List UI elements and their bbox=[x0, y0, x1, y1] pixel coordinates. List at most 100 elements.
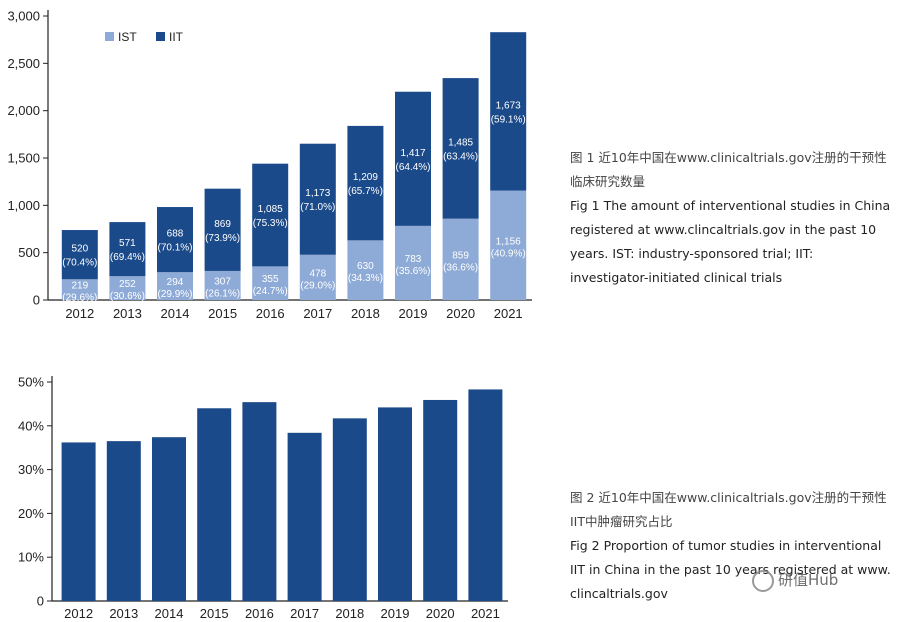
chart1-bar-ist bbox=[299, 254, 336, 300]
chart2-y-tick-label: 30% bbox=[18, 462, 44, 477]
chart1-y-tick-label: 2,000 bbox=[7, 103, 40, 118]
chart1-ist-percent-label: (29.9%) bbox=[157, 289, 192, 300]
chart1-ist-value-label: 630 bbox=[357, 261, 374, 272]
chart2-x-tick-label: 2015 bbox=[200, 606, 229, 621]
chart1-y-tick-label: 2,500 bbox=[7, 56, 40, 71]
chart2-x-tick-label: 2020 bbox=[426, 606, 455, 621]
chart2-bar bbox=[61, 442, 96, 601]
chart1-iit-percent-label: (75.3%) bbox=[253, 218, 288, 229]
chart1-bar-ist bbox=[109, 276, 146, 300]
chart1-ist-value-label: 1,156 bbox=[496, 236, 521, 247]
chart1-ist-percent-label: (35.6%) bbox=[395, 266, 430, 277]
chart1-x-tick-label: 2013 bbox=[113, 306, 142, 321]
chart1-iit-percent-label: (59.1%) bbox=[491, 114, 526, 125]
chart1-bar-iit bbox=[157, 207, 193, 273]
chart2-bar bbox=[378, 407, 412, 601]
chart1-bar-ist bbox=[252, 266, 289, 300]
chart2-bar bbox=[287, 432, 322, 601]
chart1-iit-percent-label: (70.1%) bbox=[157, 243, 192, 254]
chart1-x-tick-label: 2021 bbox=[494, 306, 523, 321]
chart1-ist-percent-label: (26.1%) bbox=[205, 288, 240, 299]
chart1-iit-percent-label: (65.7%) bbox=[348, 186, 383, 197]
chart1-ist-value-label: 859 bbox=[452, 250, 469, 261]
chart1-bar-iit bbox=[347, 125, 384, 241]
chart2-bar bbox=[152, 437, 186, 601]
chart1-bar-iit bbox=[490, 32, 527, 191]
chart2-bar bbox=[468, 389, 503, 601]
chart1-bar-iit bbox=[204, 188, 241, 271]
chart1-iit-value-label: 1,085 bbox=[258, 204, 283, 215]
chart1-legend-label-ist: IST bbox=[118, 30, 137, 44]
chart2-x-tick-label: 2012 bbox=[64, 606, 93, 621]
chart2-y-tick-label: 50% bbox=[18, 375, 44, 390]
chart1-bar-iit bbox=[61, 230, 98, 280]
chart1-iit-value-label: 1,417 bbox=[400, 148, 425, 159]
chart2-bar bbox=[332, 418, 367, 601]
chart1-iit-percent-label: (63.4%) bbox=[443, 151, 478, 162]
chart1-x-tick-label: 2016 bbox=[256, 306, 285, 321]
chart1-x-tick-label: 2017 bbox=[303, 306, 332, 321]
chart2-bar bbox=[242, 402, 277, 601]
chart1-iit-value-label: 688 bbox=[167, 229, 184, 240]
chart1-iit-percent-label: (71.0%) bbox=[300, 202, 335, 213]
chart2-y-tick-label: 20% bbox=[18, 506, 44, 521]
chart1-ist-percent-label: (29.0%) bbox=[300, 280, 335, 291]
chart1-ist-percent-label: (30.6%) bbox=[110, 291, 145, 302]
chart1-bar-ist bbox=[61, 279, 98, 300]
chart1-ist-value-label: 294 bbox=[167, 277, 184, 288]
chart1-bar-ist bbox=[157, 272, 193, 300]
chart2-x-tick-label: 2013 bbox=[109, 606, 138, 621]
chart1-legend-swatch-iit bbox=[156, 32, 165, 41]
chart2-y-tick-label: 0 bbox=[37, 594, 44, 609]
chart1-bar-iit bbox=[299, 143, 336, 255]
chart1-x-tick-label: 2015 bbox=[208, 306, 237, 321]
chart1-ist-value-label: 219 bbox=[71, 281, 88, 292]
chart1-ist-value-label: 783 bbox=[405, 254, 422, 265]
chart1-bar-iit bbox=[109, 222, 146, 277]
chart1-bar-iit bbox=[442, 78, 479, 219]
chart1-bar-iit bbox=[252, 163, 289, 267]
chart1-ist-percent-label: (29.6%) bbox=[62, 293, 97, 304]
chart2-x-tick-label: 2017 bbox=[290, 606, 319, 621]
chart1-iit-value-label: 869 bbox=[214, 219, 231, 230]
chart2-x-tick-label: 2018 bbox=[335, 606, 364, 621]
chart2-x-tick-label: 2014 bbox=[155, 606, 184, 621]
chart1-bar-ist bbox=[442, 218, 479, 300]
chart1-ist-value-label: 478 bbox=[309, 268, 326, 279]
chart2-bar bbox=[197, 408, 232, 601]
chart1-x-tick-label: 2020 bbox=[446, 306, 475, 321]
chart2-x-tick-label: 2021 bbox=[471, 606, 500, 621]
chart2-x-tick-label: 2016 bbox=[245, 606, 274, 621]
chart1-bar-ist bbox=[204, 270, 241, 300]
figure-2-caption-english: Fig 2 Proportion of tumor studies in int… bbox=[570, 538, 891, 601]
chart1-x-tick-label: 2012 bbox=[65, 306, 94, 321]
chart1-iit-percent-label: (69.4%) bbox=[110, 252, 145, 263]
chart1-ist-value-label: 252 bbox=[119, 279, 136, 290]
figure-2-caption: 图 2 近10年中国在www.clinicaltrials.gov注册的干预性I… bbox=[570, 486, 895, 606]
chart1-ist-value-label: 307 bbox=[214, 276, 231, 287]
watermark: 研值Hub bbox=[752, 569, 838, 592]
chart1-iit-value-label: 1,673 bbox=[496, 100, 521, 111]
watermark-text: 研值Hub bbox=[778, 571, 839, 589]
figure-1-caption-english: Fig 1 The amount of interventional studi… bbox=[570, 198, 891, 285]
figure-1-caption-chinese: 图 1 近10年中国在www.clinicaltrials.gov注册的干预性临… bbox=[570, 150, 887, 189]
chart1-ist-percent-label: (36.6%) bbox=[443, 262, 478, 273]
chart1-legend-label-iit: IIT bbox=[169, 30, 184, 44]
chart1-ist-percent-label: (40.9%) bbox=[491, 248, 526, 259]
chart2-bar bbox=[423, 399, 458, 601]
chart1-bar-iit bbox=[395, 91, 431, 226]
chart1-y-tick-label: 3,000 bbox=[7, 9, 40, 24]
chart1-x-tick-label: 2014 bbox=[161, 306, 190, 321]
chart2-y-tick-label: 10% bbox=[18, 550, 44, 565]
chart1-legend-swatch-ist bbox=[105, 32, 114, 41]
chart1-iit-value-label: 571 bbox=[119, 238, 136, 249]
chart1-y-tick-label: 0 bbox=[33, 293, 40, 308]
chart1-iit-percent-label: (64.4%) bbox=[395, 162, 430, 173]
chart1-bar-ist bbox=[395, 225, 431, 300]
wechat-icon bbox=[752, 569, 774, 592]
chart1-iit-percent-label: (73.9%) bbox=[205, 233, 240, 244]
chart1-y-tick-label: 1,500 bbox=[7, 151, 40, 166]
chart1-x-tick-label: 2018 bbox=[351, 306, 380, 321]
chart1-iit-value-label: 1,173 bbox=[305, 188, 330, 199]
